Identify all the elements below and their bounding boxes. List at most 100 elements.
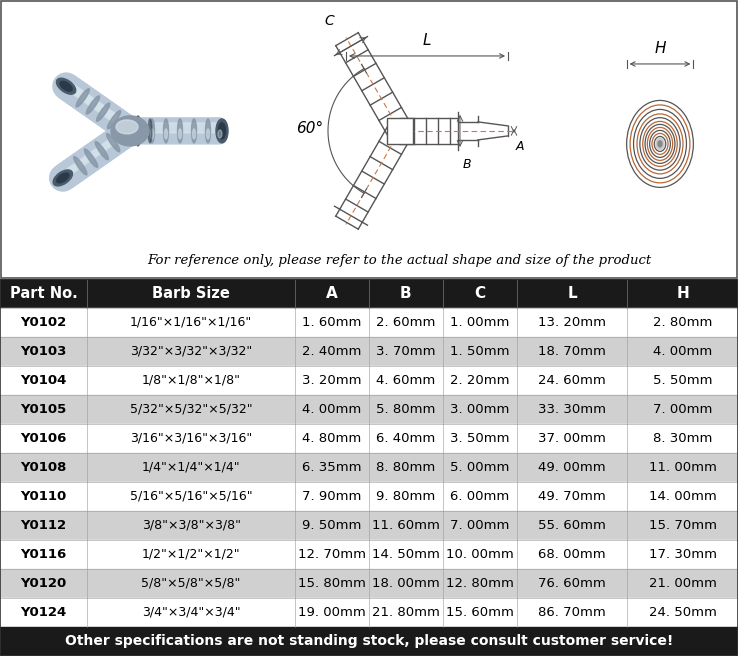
Text: 76. 60mm: 76. 60mm	[538, 577, 606, 590]
Text: 5. 00mm: 5. 00mm	[450, 461, 509, 474]
Ellipse shape	[86, 96, 100, 114]
Text: 13. 20mm: 13. 20mm	[538, 316, 606, 329]
Ellipse shape	[60, 81, 72, 91]
Text: 5. 50mm: 5. 50mm	[653, 374, 712, 387]
Text: Y0120: Y0120	[21, 577, 66, 590]
Text: B: B	[400, 286, 412, 301]
Ellipse shape	[151, 129, 154, 139]
Ellipse shape	[191, 119, 196, 143]
Text: 24. 50mm: 24. 50mm	[649, 606, 717, 619]
Ellipse shape	[178, 119, 182, 143]
Text: Y0104: Y0104	[21, 374, 66, 387]
Bar	[0, 337, 738, 366]
Text: 21. 80mm: 21. 80mm	[372, 606, 440, 619]
Text: 3. 70mm: 3. 70mm	[376, 345, 435, 358]
Text: Y0124: Y0124	[21, 606, 66, 619]
Text: 9. 80mm: 9. 80mm	[376, 490, 435, 503]
Text: 5. 80mm: 5. 80mm	[376, 403, 435, 416]
Ellipse shape	[164, 119, 168, 143]
Text: 4. 00mm: 4. 00mm	[653, 345, 712, 358]
Text: H: H	[655, 41, 666, 56]
Text: 2. 20mm: 2. 20mm	[450, 374, 509, 387]
Text: H: H	[676, 286, 689, 301]
Text: 15. 70mm: 15. 70mm	[649, 519, 717, 532]
Text: 8. 80mm: 8. 80mm	[376, 461, 435, 474]
Text: 24. 60mm: 24. 60mm	[538, 374, 606, 387]
Bar	[0, 511, 738, 540]
Text: 18. 70mm: 18. 70mm	[538, 345, 606, 358]
Text: 68. 00mm: 68. 00mm	[538, 548, 606, 561]
Text: 33. 30mm: 33. 30mm	[538, 403, 606, 416]
FancyBboxPatch shape	[137, 123, 221, 133]
Text: 10. 00mm: 10. 00mm	[446, 548, 514, 561]
Ellipse shape	[76, 89, 89, 107]
Text: L: L	[423, 33, 431, 48]
Text: A: A	[326, 286, 338, 301]
Text: 1/16"×1/16"×1/16": 1/16"×1/16"×1/16"	[130, 316, 252, 329]
Text: 2. 60mm: 2. 60mm	[376, 316, 435, 329]
Ellipse shape	[97, 103, 110, 121]
Text: 1/4"×1/4"×1/4": 1/4"×1/4"×1/4"	[142, 461, 241, 474]
Text: Y0102: Y0102	[21, 316, 66, 329]
Text: 19. 00mm: 19. 00mm	[298, 606, 366, 619]
Text: 37. 00mm: 37. 00mm	[538, 432, 606, 445]
Text: Y0103: Y0103	[21, 345, 66, 358]
Text: 5/16"×5/16"×5/16": 5/16"×5/16"×5/16"	[130, 490, 252, 503]
Text: 49. 70mm: 49. 70mm	[538, 490, 606, 503]
Text: 1/2"×1/2"×1/2": 1/2"×1/2"×1/2"	[142, 548, 241, 561]
Text: Y0106: Y0106	[21, 432, 66, 445]
Text: B: B	[463, 158, 472, 171]
Text: 3/8"×3/8"×3/8": 3/8"×3/8"×3/8"	[142, 519, 241, 532]
Text: 3/4"×3/4"×3/4": 3/4"×3/4"×3/4"	[142, 606, 241, 619]
Text: 4. 60mm: 4. 60mm	[376, 374, 435, 387]
Ellipse shape	[656, 138, 664, 150]
Ellipse shape	[57, 173, 69, 183]
Text: 3/32"×3/32"×3/32": 3/32"×3/32"×3/32"	[130, 345, 252, 358]
Text: 9. 50mm: 9. 50mm	[303, 519, 362, 532]
Ellipse shape	[95, 142, 108, 160]
Text: 6. 00mm: 6. 00mm	[450, 490, 509, 503]
Text: 8. 30mm: 8. 30mm	[653, 432, 712, 445]
Text: 18. 00mm: 18. 00mm	[372, 577, 440, 590]
Text: 15. 80mm: 15. 80mm	[298, 577, 366, 590]
Text: 6. 35mm: 6. 35mm	[303, 461, 362, 474]
Text: 12. 80mm: 12. 80mm	[446, 577, 514, 590]
Text: 17. 30mm: 17. 30mm	[649, 548, 717, 561]
Text: For reference only, please refer to the actual shape and size of the product: For reference only, please refer to the …	[147, 254, 651, 267]
Ellipse shape	[116, 120, 138, 134]
Text: Other specifications are not standing stock, please consult customer service!: Other specifications are not standing st…	[65, 634, 673, 649]
Text: 7. 00mm: 7. 00mm	[450, 519, 509, 532]
Text: 60°: 60°	[297, 121, 323, 136]
Ellipse shape	[106, 134, 120, 152]
Text: C: C	[324, 14, 334, 28]
Text: 3. 50mm: 3. 50mm	[450, 432, 509, 445]
Text: Barb Size: Barb Size	[152, 286, 230, 301]
Bar	[0, 569, 738, 598]
Text: 4. 00mm: 4. 00mm	[303, 403, 362, 416]
Text: 14. 00mm: 14. 00mm	[649, 490, 717, 503]
Ellipse shape	[658, 141, 662, 147]
Ellipse shape	[111, 116, 149, 146]
Ellipse shape	[53, 170, 72, 186]
Ellipse shape	[193, 129, 196, 139]
Text: 49. 00mm: 49. 00mm	[538, 461, 606, 474]
Ellipse shape	[218, 130, 222, 138]
Ellipse shape	[135, 116, 141, 146]
Text: 4. 80mm: 4. 80mm	[303, 432, 362, 445]
Ellipse shape	[218, 123, 226, 139]
Bar	[0, 598, 738, 627]
Text: 6. 40mm: 6. 40mm	[376, 432, 435, 445]
Text: 3. 00mm: 3. 00mm	[450, 403, 509, 416]
Text: 3/16"×3/16"×3/16": 3/16"×3/16"×3/16"	[130, 432, 252, 445]
Ellipse shape	[216, 119, 228, 143]
Text: Y0112: Y0112	[21, 519, 66, 532]
Text: 5/8"×5/8"×5/8": 5/8"×5/8"×5/8"	[142, 577, 241, 590]
Text: C: C	[474, 286, 486, 301]
Text: 1. 50mm: 1. 50mm	[450, 345, 509, 358]
Bar	[387, 118, 413, 144]
Text: 1/8"×1/8"×1/8": 1/8"×1/8"×1/8"	[142, 374, 241, 387]
Text: 14. 50mm: 14. 50mm	[372, 548, 440, 561]
Ellipse shape	[205, 119, 210, 143]
Bar	[0, 627, 738, 656]
Text: L: L	[567, 286, 577, 301]
